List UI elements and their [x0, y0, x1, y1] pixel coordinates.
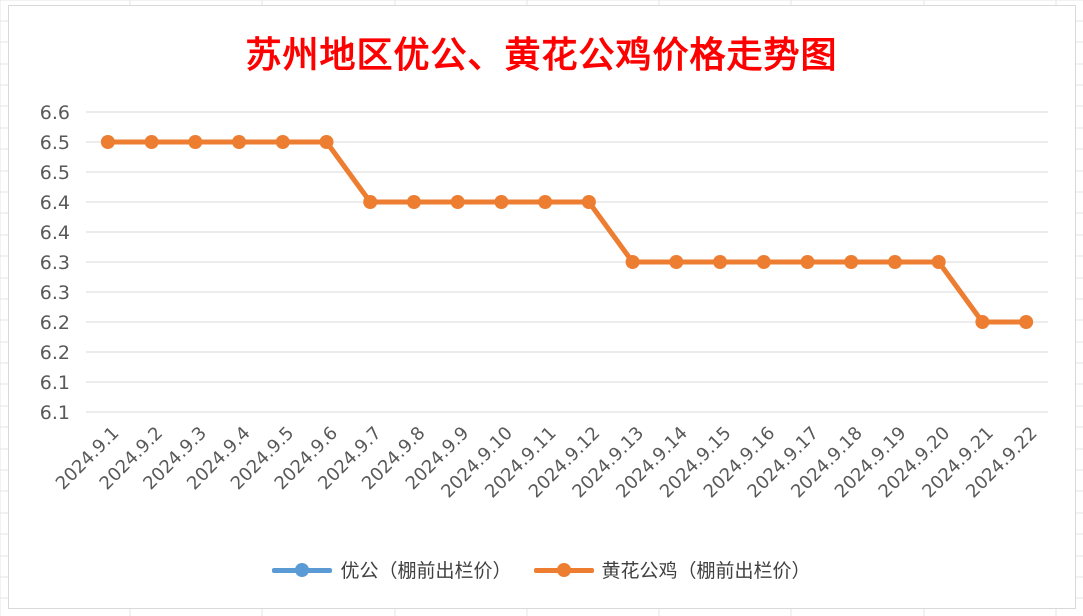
data-point[interactable]	[144, 135, 159, 149]
data-point[interactable]	[232, 135, 247, 149]
data-point[interactable]	[319, 135, 334, 149]
data-point[interactable]	[931, 255, 946, 269]
y-tick-label: 6.5	[40, 162, 70, 184]
data-point[interactable]	[800, 255, 815, 269]
x-axis: 2024.9.12024.9.22024.9.32024.9.42024.9.5…	[52, 423, 1042, 503]
data-point[interactable]	[887, 255, 902, 269]
y-tick-label: 6.4	[40, 222, 70, 244]
y-tick-label: 6.2	[40, 312, 70, 334]
y-tick-label: 6.1	[40, 372, 70, 394]
data-point[interactable]	[363, 195, 378, 209]
legend-marker-series-1	[272, 560, 333, 580]
series-2-line	[105, 139, 1029, 325]
chart-area[interactable]	[8, 5, 1076, 609]
data-point[interactable]	[756, 255, 771, 269]
y-tick-label: 6.5	[40, 132, 70, 154]
chart-legend: 优公（棚前出栏价） 黄花公鸡（棚前出栏价）	[0, 556, 1083, 583]
chart-title: 苏州地区优公、黄花公鸡价格走势图	[245, 34, 838, 76]
data-point[interactable]	[100, 135, 115, 149]
y-tick-label: 6.2	[40, 342, 70, 364]
data-point[interactable]	[713, 255, 728, 269]
y-tick-label: 6.3	[40, 252, 70, 274]
data-point[interactable]	[581, 195, 596, 209]
data-point[interactable]	[406, 195, 421, 209]
y-tick-label: 6.4	[40, 192, 70, 214]
y-tick-label: 6.6	[40, 102, 70, 124]
y-tick-label: 6.3	[40, 282, 70, 304]
legend-label-series-2: 黄花公鸡（棚前出栏价）	[601, 560, 811, 582]
data-point[interactable]	[538, 195, 553, 209]
data-point[interactable]	[1019, 315, 1034, 329]
legend-label-series-1: 优公（棚前出栏价）	[340, 560, 512, 582]
data-point[interactable]	[844, 255, 859, 269]
data-point[interactable]	[669, 255, 684, 269]
data-point[interactable]	[625, 255, 640, 269]
data-point[interactable]	[450, 195, 465, 209]
data-point[interactable]	[975, 315, 990, 329]
y-tick-label: 6.1	[40, 402, 70, 424]
legend-item-series-1[interactable]: 优公（棚前出栏价）	[272, 556, 512, 583]
legend-item-series-2[interactable]: 黄花公鸡（棚前出栏价）	[533, 556, 811, 583]
data-point[interactable]	[275, 135, 290, 149]
series-2	[100, 135, 1034, 329]
legend-marker-series-2	[533, 560, 594, 580]
y-axis: 6.6 6.5 6.5 6.4 6.4 6.3 6.3 6.2 6.2 6.1 6.1	[40, 102, 1048, 424]
data-point[interactable]	[188, 135, 203, 149]
data-point[interactable]	[494, 195, 509, 209]
